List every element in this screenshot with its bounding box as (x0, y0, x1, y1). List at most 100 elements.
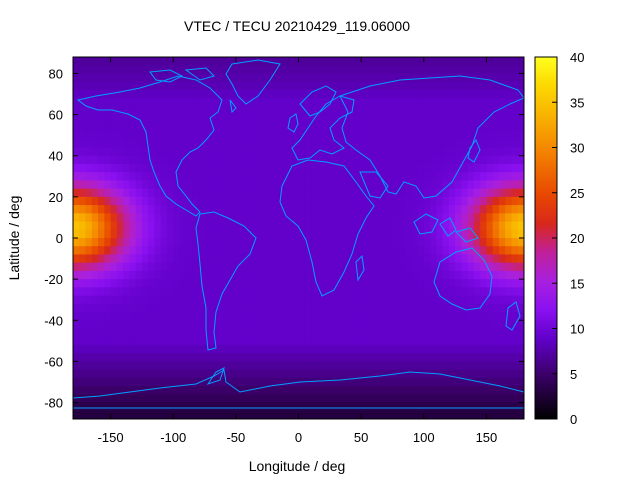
heatmap-cell (480, 270, 488, 280)
heatmap-cell (79, 394, 87, 404)
heatmap-cell (417, 205, 425, 214)
heatmap-cell (198, 328, 206, 338)
heatmap-cell (104, 106, 112, 116)
heatmap-cell (505, 106, 513, 116)
heatmap-cell (279, 270, 287, 280)
heatmap-cell (517, 196, 524, 206)
heatmap-cell (367, 229, 375, 239)
heatmap-cell (173, 328, 181, 338)
heatmap-cell (85, 98, 93, 107)
heatmap-cell (348, 122, 356, 132)
heatmap-cell (198, 65, 206, 75)
heatmap-cell (448, 89, 456, 99)
heatmap-cell (248, 106, 256, 116)
heatmap-cell (85, 336, 93, 346)
heatmap-cell (192, 344, 199, 354)
heatmap-cell (135, 328, 143, 338)
heatmap-cell (423, 386, 431, 395)
heatmap-cell (260, 295, 268, 305)
heatmap-cell (298, 229, 306, 239)
heatmap-cell (423, 344, 431, 354)
heatmap-cell (430, 287, 437, 297)
heatmap-cell (323, 270, 331, 280)
heatmap-cell (336, 246, 343, 256)
heatmap-cell (430, 106, 437, 116)
heatmap-cell (217, 221, 224, 231)
heatmap-cell (336, 279, 343, 288)
heatmap-cell (467, 122, 475, 132)
y-tick-label: -20 (44, 272, 63, 287)
heatmap-cell (260, 163, 268, 173)
coastline-british-isles (287, 113, 299, 133)
heatmap-cell (298, 328, 306, 338)
heatmap-cell (367, 188, 375, 198)
heatmap-cell (104, 221, 112, 231)
heatmap-cell (154, 106, 162, 116)
heatmap-cell (486, 270, 494, 280)
heatmap-cell (329, 114, 337, 124)
heatmap-cell (260, 246, 268, 256)
heatmap-cell (511, 147, 519, 157)
heatmap-cell (311, 221, 318, 231)
heatmap-cell (498, 155, 506, 165)
heatmap-cell (204, 139, 212, 149)
heatmap-cell (254, 320, 262, 330)
heatmap-cell (135, 402, 143, 412)
heatmap-cell (141, 89, 149, 99)
heatmap-cell (336, 394, 343, 404)
heatmap-cell (248, 353, 256, 363)
heatmap-cell (436, 213, 444, 223)
heatmap-cell (154, 114, 162, 124)
heatmap-cell (292, 344, 300, 354)
heatmap-cell (473, 98, 481, 107)
heatmap-cell (204, 229, 212, 239)
heatmap-cell (423, 320, 431, 330)
heatmap-cell (123, 81, 130, 91)
heatmap-cell (135, 147, 143, 157)
heatmap-cell (173, 114, 181, 124)
heatmap-cell (179, 73, 187, 83)
heatmap-cell (448, 139, 456, 149)
heatmap-cell (110, 336, 118, 346)
heatmap-cell (348, 303, 356, 313)
heatmap-cell (323, 238, 331, 247)
heatmap-cell (217, 377, 224, 387)
heatmap-cell (85, 172, 93, 182)
heatmap-cell (423, 279, 431, 288)
heatmap-cell (317, 221, 325, 231)
heatmap-cell (455, 89, 462, 99)
heatmap-cell (511, 377, 519, 387)
heatmap-cell (473, 402, 481, 412)
heatmap-cell (486, 377, 494, 387)
heatmap-cell (235, 287, 243, 297)
heatmap-cell (329, 303, 337, 313)
heatmap-cell (473, 106, 481, 116)
heatmap-cell (354, 106, 362, 116)
heatmap-cell (505, 221, 513, 231)
heatmap-cell (204, 163, 212, 173)
heatmap-cell (279, 106, 287, 116)
heatmap-cell (260, 336, 268, 346)
heatmap-cell (98, 73, 105, 83)
heatmap-cell (442, 377, 450, 387)
heatmap-cell (116, 229, 124, 239)
colorbar-tick-label: 0 (570, 412, 577, 427)
heatmap-cell (279, 147, 287, 157)
heatmap-cell (336, 262, 343, 272)
heatmap-cell (455, 122, 462, 132)
heatmap-cell (361, 303, 368, 313)
heatmap-cell (311, 98, 318, 107)
heatmap-cell (486, 262, 494, 272)
heatmap-cell (329, 98, 337, 107)
heatmap-cell (223, 172, 231, 182)
heatmap-cell (204, 172, 212, 182)
heatmap-cell (517, 361, 524, 371)
heatmap-cell (279, 57, 287, 66)
heatmap-cell (173, 213, 181, 223)
heatmap-cell (98, 89, 105, 99)
heatmap-cell (185, 246, 193, 256)
heatmap-cell (304, 353, 312, 363)
heatmap-cell (273, 139, 281, 149)
heatmap-cell (486, 106, 494, 116)
